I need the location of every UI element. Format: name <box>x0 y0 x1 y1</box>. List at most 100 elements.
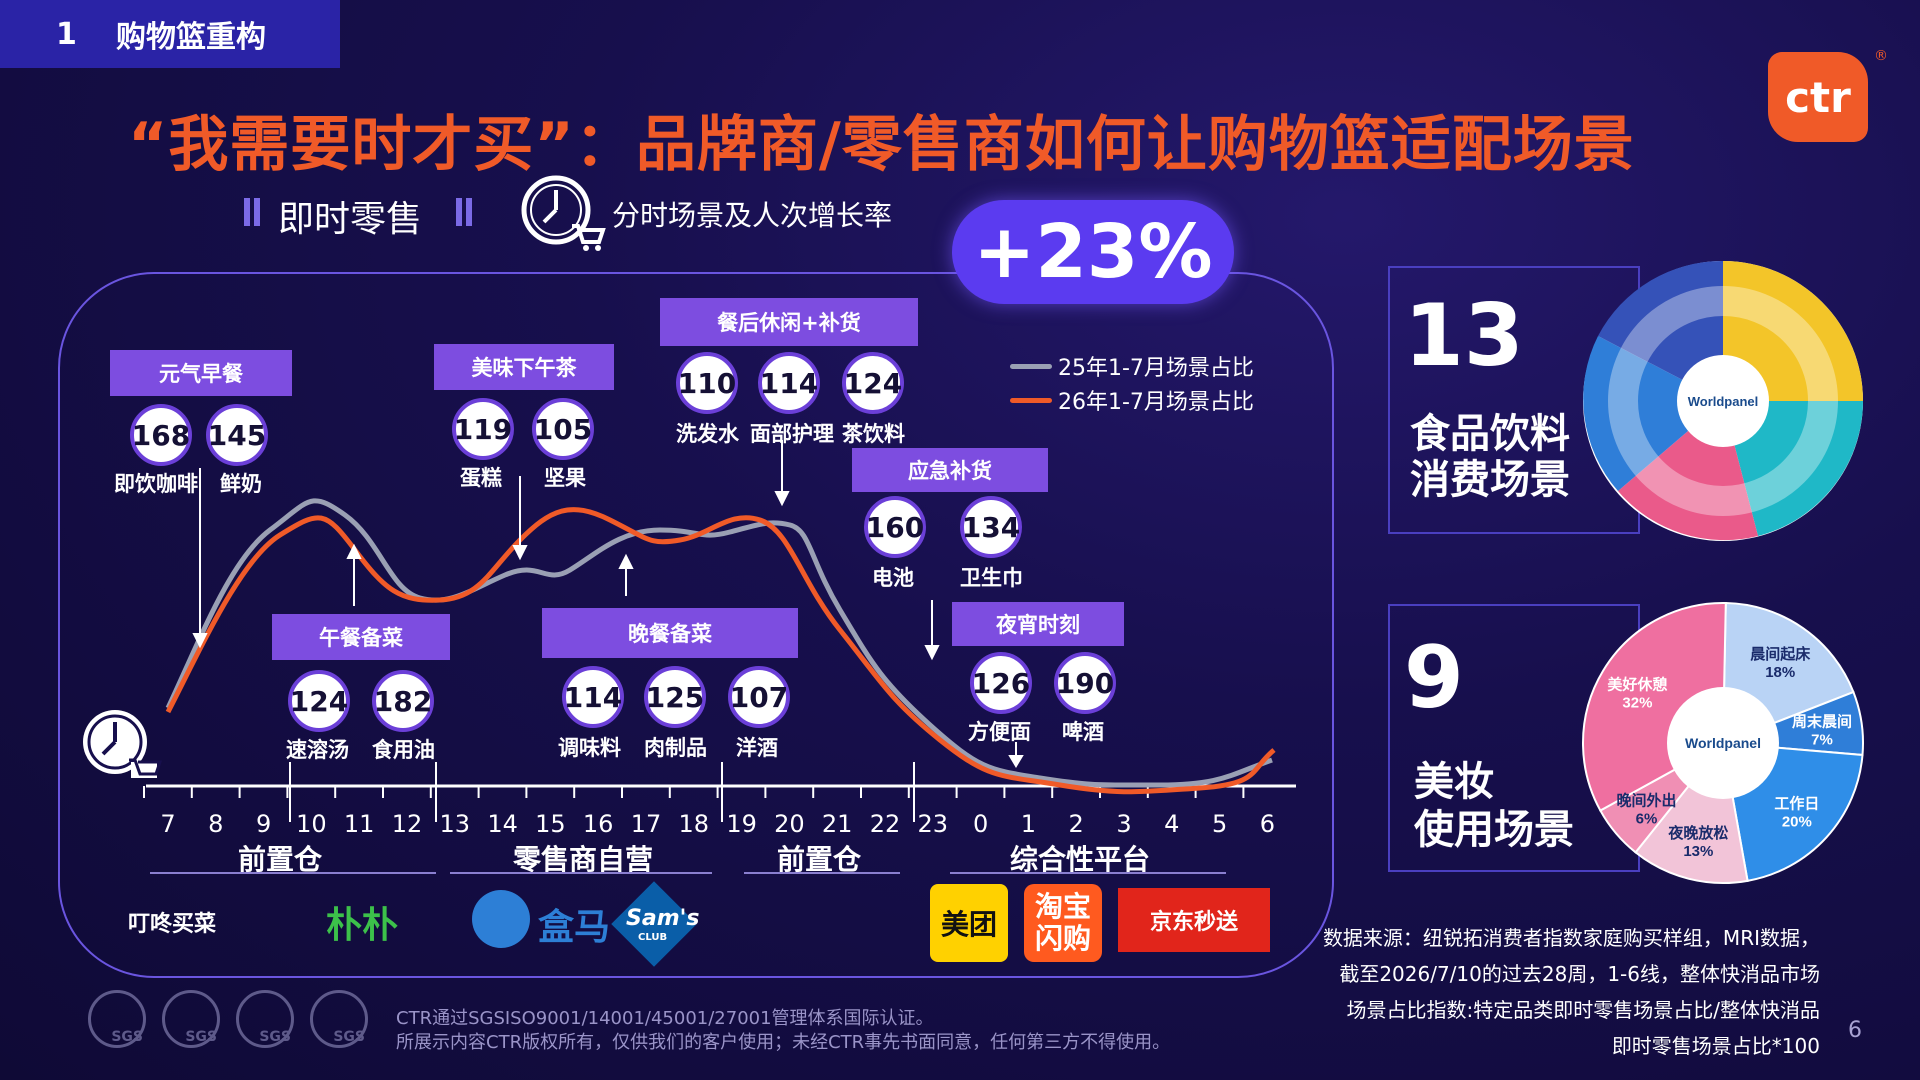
hour-label: 6 <box>1259 810 1276 838</box>
zone-label: 前置仓 <box>776 843 861 876</box>
source-note-line: 截至2026/7/10的过去28周，1-6线，整体快消品市场 <box>1339 962 1820 986</box>
growth-circle: 160 <box>864 496 926 558</box>
source-note-line: 场景占比指数:特定品类即时零售场景占比/整体快消品 <box>1346 998 1820 1022</box>
hour-label: 9 <box>255 810 272 838</box>
legend-26: 26年1-7月场景占比 <box>1010 384 1254 416</box>
growth-circle: 126 <box>970 652 1032 714</box>
sgs-cert-badge: SGS <box>236 990 294 1048</box>
beauty-scene-count: 9 <box>1404 628 1464 728</box>
scene-label: 晚餐备菜 <box>542 608 798 658</box>
food-scene-label-2: 消费场景 <box>1410 457 1570 503</box>
legend-25: 25年1-7月场景占比 <box>1010 350 1254 382</box>
worldpanel-logo-beauty: Worldpanel <box>1685 735 1761 751</box>
hour-label: 16 <box>582 810 614 838</box>
product-name: 洗发水 <box>676 422 739 446</box>
hour-label: 0 <box>972 810 989 838</box>
hour-label: 3 <box>1116 810 1132 838</box>
hour-label: 17 <box>630 810 662 838</box>
sams-logo: Sam's <box>626 906 700 931</box>
product-name: 面部护理 <box>750 422 834 446</box>
meituan-logo: 美团 <box>930 884 1008 962</box>
footer-certification: CTR通过SGSISO9001/14001/45001/27001管理体系国际认… <box>396 1008 934 1029</box>
hour-label: 4 <box>1164 810 1180 838</box>
beauty-slice-name: 夜晚放松 <box>1667 824 1728 842</box>
legend-label-26: 26年1-7月场景占比 <box>1058 390 1254 415</box>
beauty-slice-pct: 13% <box>1683 843 1713 860</box>
growth-badge: +23% <box>952 200 1234 304</box>
section-number: 1 <box>56 16 77 52</box>
series-25-line <box>165 498 1273 788</box>
beauty-scene-label-1: 美妆 <box>1414 759 1494 805</box>
growth-circle: 114 <box>758 352 820 414</box>
product-name: 肉制品 <box>644 736 707 760</box>
product-name: 电池 <box>872 566 914 590</box>
scene-label: 餐后休闲+补货 <box>660 298 918 346</box>
food-scene-donut: Worldpanel <box>1583 260 1863 541</box>
clock-cart-icon <box>520 174 606 258</box>
scene-label: 元气早餐 <box>110 350 292 396</box>
sgs-cert-badge: SGS <box>310 990 368 1048</box>
food-scene-label-1: 食品饮料 <box>1410 411 1570 457</box>
product-name: 即饮咖啡 <box>114 472 198 496</box>
section-title: 购物篮重构 <box>116 20 266 55</box>
legend-swatch-26 <box>1010 397 1052 403</box>
growth-circle: 145 <box>206 404 268 466</box>
beauty-slice-name: 工作日 <box>1774 794 1819 812</box>
growth-circle: 124 <box>842 352 904 414</box>
scene-label: 应急补货 <box>852 448 1048 492</box>
pupu-logo: 朴朴 <box>326 905 399 946</box>
zone-underline <box>950 872 1226 874</box>
registered-mark: ® <box>1874 48 1888 64</box>
dingdong-logo: 叮咚买菜 <box>128 912 217 937</box>
jd-miaosong-logo: 京东秒送 <box>1118 888 1270 952</box>
source-note-line: 数据来源：纽锐拓消费者指数家庭购买样组，MRI数据， <box>1322 926 1820 950</box>
chart-frame <box>58 272 1334 978</box>
product-name: 蛋糕 <box>460 466 502 490</box>
growth-circle: 105 <box>532 398 594 460</box>
product-name: 洋酒 <box>736 736 778 760</box>
growth-circle: 124 <box>288 670 350 732</box>
hour-label: 11 <box>343 810 375 838</box>
product-name: 茶饮料 <box>842 422 905 446</box>
hour-label: 5 <box>1211 810 1228 838</box>
beauty-slice-name: 周末晨间 <box>1792 713 1852 731</box>
product-name: 鲜奶 <box>220 472 262 496</box>
sgs-cert-badge: SGS <box>162 990 220 1048</box>
growth-circle: 114 <box>562 666 624 728</box>
legend-swatch-25 <box>1010 363 1052 369</box>
zone-label: 零售商自营 <box>512 843 653 876</box>
page-number: 6 <box>1848 1018 1862 1043</box>
growth-circle: 168 <box>130 404 192 466</box>
legend-label-25: 25年1-7月场景占比 <box>1058 356 1254 381</box>
beauty-slice-name: 美好休憩 <box>1607 675 1667 693</box>
growth-circle: 119 <box>452 398 514 460</box>
hour-label: 12 <box>391 810 423 838</box>
zone-underline <box>150 872 436 874</box>
hour-label: 20 <box>774 810 805 838</box>
product-name: 速溶汤 <box>286 738 349 762</box>
source-note-line: 即时零售场景占比*100 <box>1611 1034 1820 1058</box>
product-name: 卫生巾 <box>960 566 1023 590</box>
product-name: 食用油 <box>372 738 435 762</box>
beauty-slice-pct: 32% <box>1622 694 1652 711</box>
product-name: 啤酒 <box>1062 720 1104 744</box>
decor-bars-left <box>244 198 264 230</box>
decor-bars-right <box>456 198 476 230</box>
hour-label: 21 <box>821 810 853 838</box>
product-name: 坚果 <box>544 466 586 490</box>
taobao-flash-logo: 淘宝闪购 <box>1024 884 1102 962</box>
beauty-slice-pct: 7% <box>1811 732 1833 749</box>
hour-label: 1 <box>1020 810 1037 838</box>
ctr-logo: ctr <box>1768 52 1868 142</box>
beauty-slice-pct: 20% <box>1782 813 1812 830</box>
clock-cart-icon-axis <box>78 706 166 790</box>
hour-label: 2 <box>1068 810 1084 838</box>
scene-label: 午餐备菜 <box>272 614 450 660</box>
page-title: “我需要时才买”：品牌商/零售商如何让购物篮适配场景 <box>128 110 1635 180</box>
growth-circle: 182 <box>372 670 434 732</box>
zone-label: 前置仓 <box>237 843 322 876</box>
product-name: 方便面 <box>968 720 1031 744</box>
hour-label: 13 <box>439 810 471 838</box>
growth-circle: 110 <box>676 352 738 414</box>
